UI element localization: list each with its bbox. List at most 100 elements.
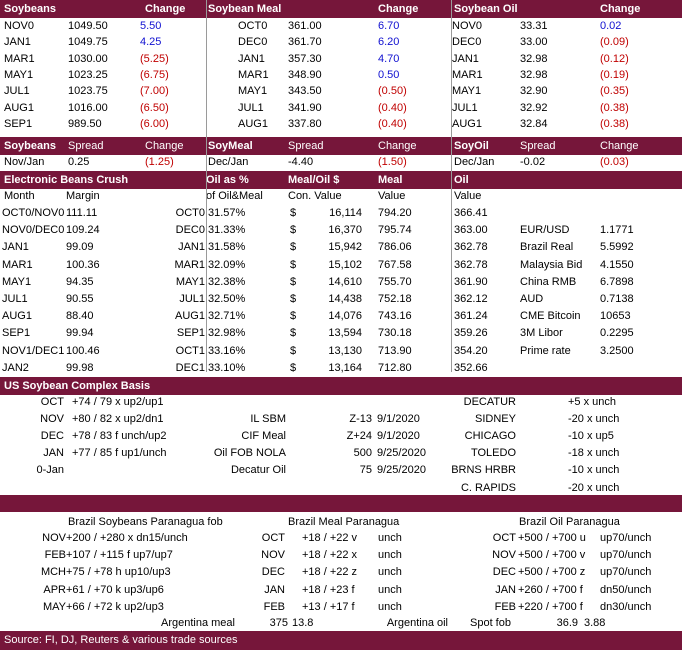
change-value: (0.09) [600,36,629,49]
dollar-sign: $ [290,224,297,237]
spread-value: 0.25 [68,156,90,168]
basis-value: +74 / 79 x up2/up1 [72,396,164,408]
brazil-oil-month: NOV [492,549,516,562]
meal-value: 767.58 [378,258,412,271]
contract: AUG1 [238,117,268,130]
change-value: (5.25) [140,52,169,65]
price: 32.98 [520,52,548,65]
spread-label: Dec/Jan [208,156,249,168]
crush-month: AUG1 [2,310,32,323]
contract: MAR1 [452,68,483,81]
price: 361.00 [288,20,322,32]
brazil-soy-value: +75 / +78 h up10/up3 [66,566,171,579]
spread-label: Nov/Jan [4,156,45,168]
price: 1023.25 [68,68,108,81]
brazil-soy-month: FEB [44,549,66,562]
price: 1023.75 [68,85,108,98]
oil-value: 359.26 [454,327,488,340]
market-label: 3M Libor [520,327,563,340]
change-value: 6.20 [378,36,400,49]
brazil-oil-change: up70/unch [600,566,652,579]
basis-date: 9/25/2020 [377,447,426,460]
contract: JAN1 [238,52,265,65]
crush-contract: DEC1 [175,361,205,374]
contract: MAR1 [238,68,269,81]
argentina-oil-value: 36.9 [556,617,578,629]
meal-value: 786.06 [378,241,412,254]
brazil-meal-title: Brazil Meal Paranagua [288,516,400,528]
oil-pct: 31.58% [208,241,246,254]
brazil-oil-month: OCT [492,532,516,544]
con-value: 14,438 [328,293,362,305]
meal-value: 730.18 [378,327,412,340]
basis-location: DECATUR [463,396,516,408]
market-label: Brazil Real [520,241,574,254]
oil-pct: 32.98% [208,327,246,340]
change-value: (0.03) [600,156,629,168]
brazil-soy-month: MAY [42,600,66,613]
argentina-meal-value: 375 [269,617,288,629]
brazil-soy-value: +107 / +115 f up7/up7 [66,549,173,562]
oil-pct: 31.33% [208,224,246,237]
crush-margin: 90.55 [66,293,94,305]
basis-value: +77 / 85 f up1/unch [72,447,167,460]
basis-spread: 75 [359,464,372,477]
brazil-meal-change: unch [378,600,402,613]
contract: JUL1 [4,85,30,98]
brazil-oil-value: +500 / +700 v [518,549,586,562]
change-value: (6.00) [140,117,169,130]
contract: JUL1 [452,101,478,114]
meal-value: 743.16 [378,310,412,323]
brazil-meal-change: unch [378,532,402,544]
spreads-header [0,137,682,155]
brazil-soy-value: +61 / +70 k up3/up6 [66,583,164,596]
basis-date: 9/25/2020 [377,464,426,477]
brazil-meal-month: OCT [261,532,285,544]
contract: MAY1 [4,68,34,81]
contract: NOV0 [452,20,482,32]
meal-value-header: Value [378,190,406,202]
argentina-oil-change: 3.88 [584,617,606,629]
market-value: 6.7898 [600,275,634,288]
basis-location-value: -10 x up5 [568,430,614,443]
brazil-meal-month: NOV [261,549,285,562]
divider [206,0,207,372]
argentina-meal-label: Argentina meal [161,617,235,629]
market-label: Malaysia Bid [520,258,583,271]
contract: NOV0 [4,20,34,32]
basis-title: US Soybean Complex Basis [4,380,151,392]
spacer-band [0,495,682,512]
market-value: 5.5992 [600,241,634,254]
brazil-oil-month: DEC [492,566,516,579]
brazil-oil-value: +500 / +700 u [518,532,586,544]
brazil-oil-month: JAN [495,583,516,596]
meal-oil-header: Meal/Oil $ [288,174,340,186]
contract: AUG1 [452,117,482,130]
oil-pct: 32.09% [208,258,246,271]
brazil-oil-value: +500 / +700 z [518,566,586,579]
dollar-sign: $ [290,344,297,357]
price: 1016.00 [68,101,108,114]
price: 32.98 [520,68,548,81]
brazil-meal-month: FEB [263,600,285,613]
brazil-soy-value: +66 / +72 k up2/up3 [66,600,164,613]
price: 32.92 [520,101,548,114]
oil-value: 363.00 [454,224,488,237]
spread-header: Spread [68,140,104,152]
change-header: Change [145,3,186,15]
spread-label: Dec/Jan [454,156,495,168]
crush-contract: MAR1 [174,258,205,271]
soymeal-header: SoyMeal [208,140,253,152]
basis-location: TOLEDO [470,447,516,460]
price: 341.90 [288,101,322,114]
basis-product: Decatur Oil [230,464,286,477]
crush-margin: 100.46 [66,344,100,357]
contract: MAR1 [4,52,35,65]
dollar-sign: $ [290,293,297,305]
price: 357.30 [288,52,322,65]
change-header: Change [378,3,419,15]
contract: SEP1 [4,117,33,130]
change-value: (0.12) [600,52,629,65]
oil-value: 354.20 [454,344,488,357]
